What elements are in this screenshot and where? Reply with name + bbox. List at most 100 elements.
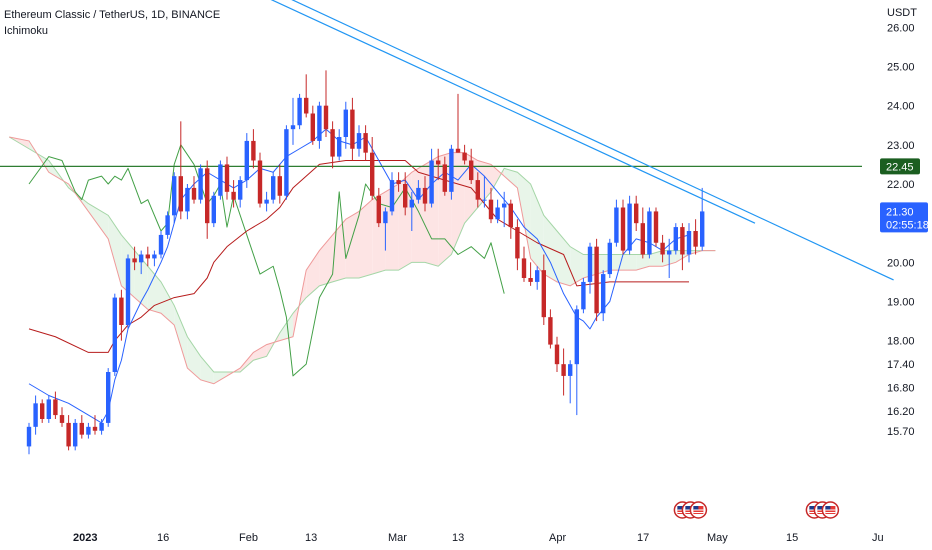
candle bbox=[594, 238, 599, 322]
candle-body bbox=[389, 180, 395, 212]
candle bbox=[66, 415, 71, 451]
candle bbox=[297, 93, 302, 130]
candle-body bbox=[231, 191, 236, 200]
indicator-label[interactable]: Ichimoku bbox=[4, 25, 49, 37]
cloud-segment bbox=[108, 215, 122, 286]
us-flag-icon[interactable] bbox=[821, 501, 840, 519]
cloud-segment bbox=[319, 234, 333, 286]
candle-body bbox=[475, 180, 480, 200]
y-tick-label: 16.20 bbox=[887, 406, 915, 418]
candle bbox=[436, 148, 441, 181]
x-tick-label: 15 bbox=[786, 532, 798, 544]
candle-body bbox=[33, 403, 38, 427]
candle bbox=[172, 172, 177, 224]
candle bbox=[574, 305, 579, 416]
candle-body bbox=[436, 160, 441, 165]
candle-body bbox=[343, 109, 348, 137]
candle-body bbox=[429, 160, 434, 204]
candles bbox=[26, 70, 705, 455]
candle-body bbox=[442, 164, 447, 192]
candle bbox=[568, 360, 573, 404]
candle-body bbox=[264, 199, 269, 204]
candle-body bbox=[73, 422, 78, 447]
candle-body bbox=[46, 399, 51, 419]
y-tick-label: 25.00 bbox=[887, 62, 915, 74]
candle-body bbox=[521, 258, 527, 278]
cloud-segment bbox=[253, 344, 267, 361]
candle bbox=[244, 133, 249, 188]
candle bbox=[640, 207, 645, 259]
candle-body bbox=[277, 176, 282, 196]
candle-body bbox=[79, 422, 84, 435]
candle-body bbox=[40, 403, 45, 419]
flag-canton bbox=[817, 506, 823, 510]
candle bbox=[528, 262, 533, 286]
currency-label: USDT bbox=[887, 7, 917, 19]
x-tick-label: 13 bbox=[452, 532, 464, 544]
candle bbox=[73, 419, 78, 451]
candle-body bbox=[66, 422, 71, 447]
cloud-segment bbox=[187, 336, 201, 380]
candle-body bbox=[528, 278, 533, 282]
cloud-segment bbox=[649, 250, 663, 267]
candle bbox=[363, 125, 368, 161]
candle-body bbox=[396, 180, 401, 184]
candle-body bbox=[462, 152, 467, 161]
candle bbox=[191, 176, 197, 204]
candle-body bbox=[297, 97, 302, 126]
candle bbox=[693, 219, 698, 255]
candle bbox=[251, 129, 256, 169]
candle-body bbox=[323, 105, 329, 130]
candle bbox=[370, 137, 375, 200]
candle-body bbox=[383, 211, 388, 224]
candle-body bbox=[178, 176, 183, 212]
trendline bbox=[291, 0, 894, 281]
symbol-title[interactable]: Ethereum Classic / TetherUS, 1D, BINANCE bbox=[4, 9, 221, 21]
level-price-badge: 22.45 bbox=[880, 158, 920, 175]
candle-body bbox=[251, 140, 256, 161]
candle-body bbox=[449, 148, 454, 192]
cloud-segment bbox=[504, 168, 518, 188]
candle-body bbox=[92, 426, 98, 431]
candle bbox=[667, 238, 672, 278]
cloud-segment bbox=[147, 266, 161, 314]
candle bbox=[521, 246, 527, 282]
candle-body bbox=[700, 211, 705, 247]
candle bbox=[475, 172, 480, 208]
candle bbox=[541, 254, 546, 325]
candle bbox=[455, 93, 461, 153]
candle-body bbox=[627, 203, 632, 251]
candle bbox=[59, 407, 65, 427]
candle bbox=[284, 125, 289, 200]
candle bbox=[607, 238, 612, 278]
candle-body bbox=[350, 109, 355, 149]
candle-body bbox=[693, 231, 698, 247]
candle bbox=[508, 199, 513, 239]
cloud-segment bbox=[596, 254, 610, 275]
candle bbox=[376, 187, 381, 228]
candle bbox=[132, 246, 137, 271]
us-flag-icon[interactable] bbox=[689, 501, 708, 519]
candle-body bbox=[26, 426, 32, 447]
candle bbox=[462, 144, 467, 165]
candle-body bbox=[660, 242, 665, 255]
y-tick-label: 16.80 bbox=[887, 383, 915, 395]
cloud-segment bbox=[306, 250, 320, 298]
candle bbox=[211, 191, 216, 228]
cloud-segment bbox=[411, 164, 425, 263]
cloud-segment bbox=[398, 172, 412, 271]
candle bbox=[548, 309, 553, 349]
candle-body bbox=[647, 211, 652, 255]
candle-body bbox=[330, 129, 335, 157]
candle-body bbox=[502, 203, 507, 208]
candle-body bbox=[422, 187, 428, 204]
candle bbox=[409, 191, 414, 231]
candle bbox=[601, 270, 606, 322]
badge-price: 21.30 bbox=[886, 206, 914, 218]
candle bbox=[119, 289, 124, 341]
candle-body bbox=[640, 223, 645, 255]
candle-body bbox=[535, 270, 540, 282]
x-tick-label: Ju bbox=[872, 532, 884, 544]
